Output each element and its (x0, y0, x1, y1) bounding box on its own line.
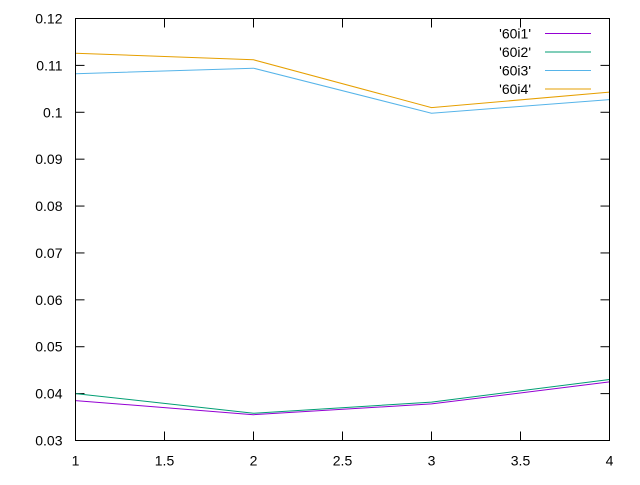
x-tick-label: 1.5 (155, 453, 175, 469)
series-line (75, 67, 610, 114)
tick-labels: 0.03 0.04 0.05 0.06 0.07 0.08 0.09 0.1 0.11 0.12 1… (35, 11, 613, 469)
x-tick-label: 1 (72, 453, 80, 469)
y-tick-label: 0.12 (35, 11, 62, 27)
x-tick-label: 3.5 (511, 453, 531, 469)
y-tick-label: 0.03 (35, 433, 62, 449)
series-lines (75, 52, 610, 416)
x-tick-label: 2 (250, 453, 258, 469)
y-tick-label: 0.07 (35, 245, 62, 261)
legend: '60i1' '60i2' '60i3' '60i4' (499, 26, 591, 97)
x-tick-label: 2.5 (333, 453, 353, 469)
legend-label: '60i3' (499, 63, 531, 79)
series-line (75, 52, 610, 109)
plot-frame (75, 18, 610, 441)
legend-label: '60i1' (499, 26, 531, 42)
series-line (75, 379, 610, 414)
axis-ticks (75, 18, 610, 441)
y-tick-label: 0.08 (35, 198, 62, 214)
y-tick-label: 0.09 (35, 151, 62, 167)
y-tick-label: 0.1 (43, 104, 63, 120)
y-tick-label: 0.11 (36, 57, 62, 73)
legend-label: '60i2' (499, 44, 531, 60)
y-tick-label: 0.04 (35, 386, 62, 402)
y-tick-label: 0.05 (35, 339, 62, 355)
y-tick-label: 0.06 (35, 292, 62, 308)
series-line (75, 381, 610, 416)
x-tick-label: 4 (606, 453, 614, 469)
legend-label: '60i4' (499, 81, 531, 97)
x-tick-label: 3 (428, 453, 436, 469)
